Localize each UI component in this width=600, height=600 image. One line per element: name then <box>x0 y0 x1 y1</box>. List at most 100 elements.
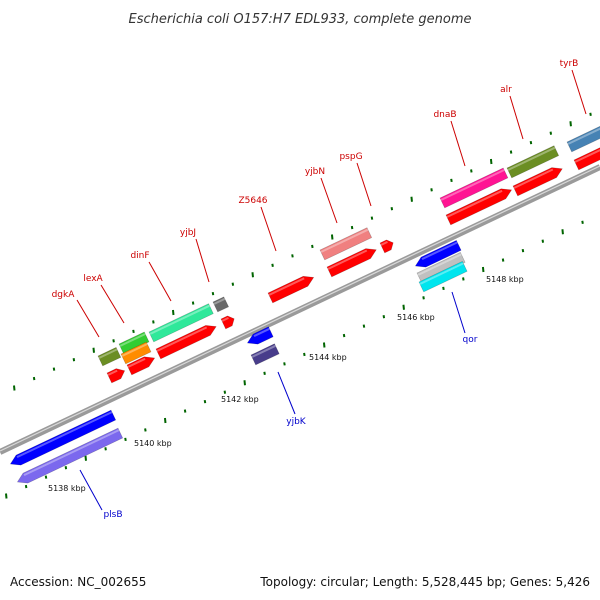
outer-tick-mark <box>470 169 473 173</box>
gene-label-alr[interactable]: alr <box>500 85 512 95</box>
outer-tick-mark <box>350 225 354 230</box>
gene-label-qor[interactable]: qor <box>463 335 478 345</box>
label-connector <box>76 299 100 338</box>
outer-tick-mark <box>291 254 294 258</box>
inner-tick-mark <box>144 428 147 432</box>
gene-label-yjbN[interactable]: yjbN <box>305 167 325 177</box>
feature-silver[interactable] <box>416 252 466 284</box>
cds-qor[interactable] <box>418 261 468 293</box>
inner-tick-mark <box>5 493 8 499</box>
outer-tick-mark <box>549 131 553 135</box>
label-connectors <box>76 69 587 511</box>
outer-tick-mark <box>489 158 493 165</box>
outer-tick-mark <box>32 376 36 381</box>
inner-tick-mark <box>422 296 425 300</box>
gene-label-dinF[interactable]: dinF <box>130 251 149 261</box>
inner-tick-mark <box>342 333 346 338</box>
outer-tick-mark <box>112 339 115 343</box>
gene-feature-tyrB[interactable] <box>566 125 600 153</box>
gene-label-tyrB[interactable]: tyrB <box>560 59 579 69</box>
gene-feature-lexA[interactable] <box>118 331 150 355</box>
inner-tick-mark <box>402 304 405 310</box>
gene-feature-dinF[interactable] <box>148 303 214 343</box>
inner-tick-mark <box>64 466 68 470</box>
gene-feature-dnaB[interactable] <box>439 167 509 209</box>
gene-label-dnaB[interactable]: dnaB <box>433 110 456 120</box>
outer-tick-mark <box>231 282 235 286</box>
outer-tick-mark <box>191 301 195 305</box>
label-connector <box>320 177 338 224</box>
label-connector <box>79 469 103 511</box>
cds-alr[interactable] <box>512 167 563 197</box>
tick-label-5144: 5144 kbp <box>309 353 347 362</box>
feature-orange[interactable] <box>120 341 152 365</box>
inner-tick-mark <box>501 258 505 262</box>
cds-Z5646[interactable] <box>267 275 315 304</box>
map-title: Escherichia coli O157:H7 EDL933, complet… <box>129 12 472 27</box>
gene-label-lexA[interactable]: lexA <box>83 274 103 284</box>
tick-label-5148: 5148 kbp <box>486 275 524 284</box>
inner-tick-mark <box>521 248 525 253</box>
label-connector <box>148 261 172 302</box>
outer-tick-mark <box>72 358 76 362</box>
gene-label-dgkA[interactable]: dgkA <box>52 290 76 300</box>
outer-tick-mark <box>271 263 274 267</box>
gene-label-yjbJ[interactable]: yjbJ <box>180 228 196 238</box>
outer-tick-mark <box>211 291 215 296</box>
label-connector <box>277 371 296 415</box>
cds-yjbJ[interactable] <box>220 315 235 330</box>
cds-lexA[interactable] <box>126 356 156 376</box>
gene-feature-yjbJ[interactable] <box>212 296 230 313</box>
gene-label-yjbK[interactable]: yjbK <box>286 417 307 427</box>
inner-tick-mark <box>104 447 107 451</box>
gene-label-plsB[interactable]: plsB <box>103 510 122 520</box>
gene-feature-plsB[interactable] <box>9 409 117 466</box>
label-connector <box>260 206 277 252</box>
gene-feature-qor[interactable] <box>414 240 462 268</box>
gene-label-Z5646[interactable]: Z5646 <box>238 196 267 206</box>
label-connector <box>356 162 372 207</box>
inner-tick-mark <box>303 352 306 357</box>
gene-feature-yjbK[interactable] <box>246 326 274 345</box>
outer-tick-mark <box>132 329 135 334</box>
cds-dnaB[interactable] <box>445 188 513 226</box>
outer-tick-mark <box>92 347 95 353</box>
cds-plsB[interactable] <box>16 427 124 484</box>
cds-yjbN[interactable] <box>326 248 377 278</box>
gene-feature-dgkA[interactable] <box>97 346 122 367</box>
label-connector <box>195 238 210 283</box>
outer-tick-mark <box>569 121 572 127</box>
genome-summary-text: Topology: circular; Length: 5,528,445 bp… <box>259 575 590 589</box>
cds-tyrB[interactable] <box>573 147 600 171</box>
cds-yjbK[interactable] <box>250 343 280 366</box>
outer-tick-mark <box>370 216 374 220</box>
inner-tick-mark <box>382 315 386 319</box>
inner-tick-mark <box>561 229 564 235</box>
outer-tick-mark <box>13 385 16 391</box>
cds-dgkA[interactable] <box>106 368 126 384</box>
tick-label-5138: 5138 kbp <box>48 484 86 493</box>
feature-track <box>9 125 600 484</box>
label-connector <box>571 69 587 115</box>
inner-tick-mark <box>541 239 545 243</box>
outer-tick-mark <box>390 207 394 211</box>
tick-label-5140: 5140 kbp <box>134 439 172 448</box>
inner-tick-row <box>5 220 584 499</box>
cds-pspG[interactable] <box>379 239 394 254</box>
inner-tick-mark <box>243 380 246 386</box>
outer-tick-mark <box>430 188 433 192</box>
accession-text: Accession: NC_002655 <box>10 575 146 589</box>
outer-tick-mark <box>589 112 592 116</box>
label-connector <box>451 291 466 334</box>
gene-feature-alr[interactable] <box>506 145 560 179</box>
outer-tick-mark <box>529 140 533 145</box>
outer-tick-row <box>13 112 592 391</box>
cds-dinF[interactable] <box>155 325 217 360</box>
outer-tick-mark <box>410 196 413 202</box>
inner-tick-mark <box>481 266 485 273</box>
label-connector <box>100 284 125 324</box>
gene-feature-yjbN[interactable] <box>319 227 373 261</box>
inner-tick-mark <box>442 286 445 291</box>
gene-label-pspG[interactable]: pspG <box>339 152 362 162</box>
